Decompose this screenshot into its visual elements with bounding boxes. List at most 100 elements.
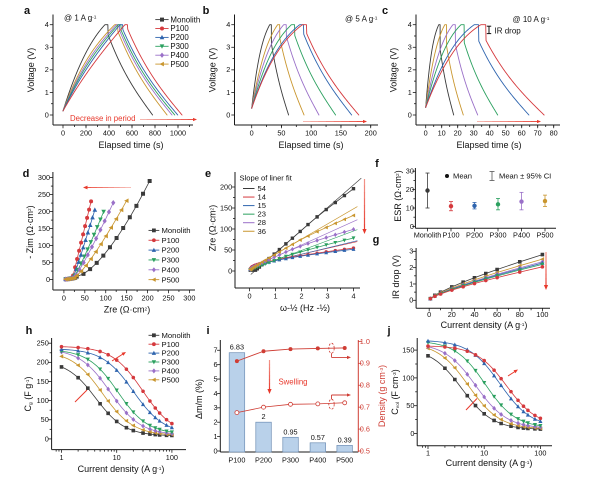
svg-text:100: 100: [38, 241, 50, 250]
svg-text:200: 200: [37, 358, 49, 367]
svg-text:600: 600: [126, 129, 138, 138]
svg-text:20: 20: [448, 310, 456, 319]
svg-text:200: 200: [38, 207, 50, 216]
svg-text:Monolith: Monolith: [414, 231, 442, 240]
svg-text:0: 0: [228, 266, 232, 275]
svg-text:P500: P500: [536, 231, 553, 240]
svg-text:e: e: [205, 168, 211, 180]
svg-text:0: 0: [46, 275, 50, 284]
svg-text:10: 10: [113, 453, 121, 462]
svg-text:0: 0: [45, 110, 49, 119]
svg-text:10: 10: [438, 129, 446, 138]
svg-text:d: d: [23, 168, 30, 180]
svg-text:2: 2: [213, 418, 217, 427]
svg-text:28: 28: [258, 218, 266, 227]
svg-text:3: 3: [226, 43, 230, 52]
svg-text:50: 50: [81, 294, 89, 303]
svg-text:150: 150: [37, 377, 49, 386]
svg-text:300: 300: [38, 173, 50, 182]
svg-text:3: 3: [213, 403, 217, 412]
svg-text:Monolith: Monolith: [162, 226, 191, 235]
svg-text:60: 60: [518, 129, 526, 138]
svg-text:50: 50: [277, 129, 285, 138]
svg-text:P400: P400: [309, 455, 326, 464]
svg-text:400: 400: [103, 129, 115, 138]
svg-text:100: 100: [220, 224, 232, 233]
svg-text:100: 100: [37, 396, 49, 405]
svg-text:150: 150: [220, 203, 232, 212]
svg-text:150: 150: [38, 224, 50, 233]
svg-text:0: 0: [250, 129, 254, 138]
svg-text:30: 30: [470, 129, 478, 138]
svg-text:b: b: [203, 5, 210, 17]
svg-text:0: 0: [408, 110, 412, 119]
svg-text:- Zim (Ω·cm2): - Zim (Ω·cm2): [25, 205, 35, 258]
svg-text:P500: P500: [162, 375, 180, 384]
svg-text:300: 300: [183, 294, 195, 303]
svg-text:1.0: 1.0: [360, 337, 370, 346]
svg-text:h: h: [26, 325, 33, 337]
svg-text:30: 30: [406, 167, 414, 176]
svg-text:1: 1: [213, 432, 217, 441]
svg-text:g: g: [373, 234, 380, 246]
svg-text:0.7: 0.7: [360, 403, 370, 412]
svg-text:P100: P100: [228, 455, 245, 464]
svg-text:Voltage (V): Voltage (V): [26, 48, 36, 93]
svg-text:P200: P200: [162, 349, 180, 358]
svg-text:4: 4: [213, 389, 217, 398]
svg-text:0.39: 0.39: [338, 435, 352, 444]
svg-text:P400: P400: [162, 265, 180, 274]
svg-text:1: 1: [409, 279, 413, 288]
svg-text:Voltage (V): Voltage (V): [208, 48, 218, 93]
svg-text:200: 200: [80, 129, 92, 138]
svg-text:2: 2: [299, 292, 303, 301]
svg-text:100: 100: [402, 373, 414, 382]
svg-text:P100: P100: [170, 24, 189, 33]
svg-text:250: 250: [37, 339, 49, 348]
svg-text:a: a: [24, 5, 31, 17]
svg-text:6: 6: [213, 360, 217, 369]
svg-text:2: 2: [261, 412, 265, 421]
svg-text:100: 100: [166, 453, 178, 462]
svg-text:P300: P300: [170, 42, 189, 51]
svg-text:14: 14: [258, 193, 266, 202]
svg-text:@ 5 A g-1: @ 5 A g-1: [345, 15, 378, 24]
svg-text:0.5: 0.5: [360, 446, 370, 455]
svg-text:200: 200: [142, 294, 154, 303]
svg-text:1000: 1000: [170, 129, 186, 138]
svg-text:@ 1 A g-1: @ 1 A g-1: [64, 14, 97, 23]
svg-text:15: 15: [258, 201, 266, 210]
svg-text:100: 100: [100, 294, 112, 303]
svg-text:Current density (A g-1): Current density (A g-1): [78, 464, 165, 474]
svg-text:80: 80: [550, 129, 558, 138]
svg-text:Voltage (V): Voltage (V): [389, 48, 399, 93]
svg-text:0: 0: [62, 294, 66, 303]
svg-text:Cg (F g-1): Cg (F g-1): [23, 377, 34, 412]
svg-text:P300: P300: [162, 358, 180, 367]
svg-text:P100: P100: [162, 340, 180, 349]
svg-text:P200: P200: [162, 246, 180, 255]
svg-text:100: 100: [536, 310, 548, 319]
svg-text:200: 200: [365, 129, 377, 138]
svg-text:IR drop: IR drop: [495, 26, 522, 35]
svg-text:4: 4: [226, 20, 230, 29]
svg-text:ω-½ (Hz -½): ω-½ (Hz -½): [280, 303, 330, 313]
svg-text:3: 3: [325, 292, 329, 301]
svg-text:0.8: 0.8: [360, 381, 370, 390]
svg-text:1: 1: [408, 88, 412, 97]
svg-text:P400: P400: [170, 51, 189, 60]
svg-text:P100: P100: [162, 236, 180, 245]
svg-text:5: 5: [213, 374, 217, 383]
svg-text:1: 1: [59, 453, 63, 462]
svg-text:Monolith: Monolith: [162, 331, 191, 340]
svg-text:100: 100: [534, 448, 546, 457]
svg-text:P200: P200: [170, 33, 189, 42]
svg-text:Δm/m (%): Δm/m (%): [194, 379, 204, 419]
svg-text:50: 50: [406, 401, 414, 410]
svg-text:50: 50: [502, 129, 510, 138]
svg-text:4: 4: [45, 20, 49, 29]
svg-text:50: 50: [224, 245, 232, 254]
svg-text:P500: P500: [170, 60, 189, 69]
svg-text:3: 3: [45, 43, 49, 52]
svg-text:Swelling: Swelling: [278, 378, 307, 387]
